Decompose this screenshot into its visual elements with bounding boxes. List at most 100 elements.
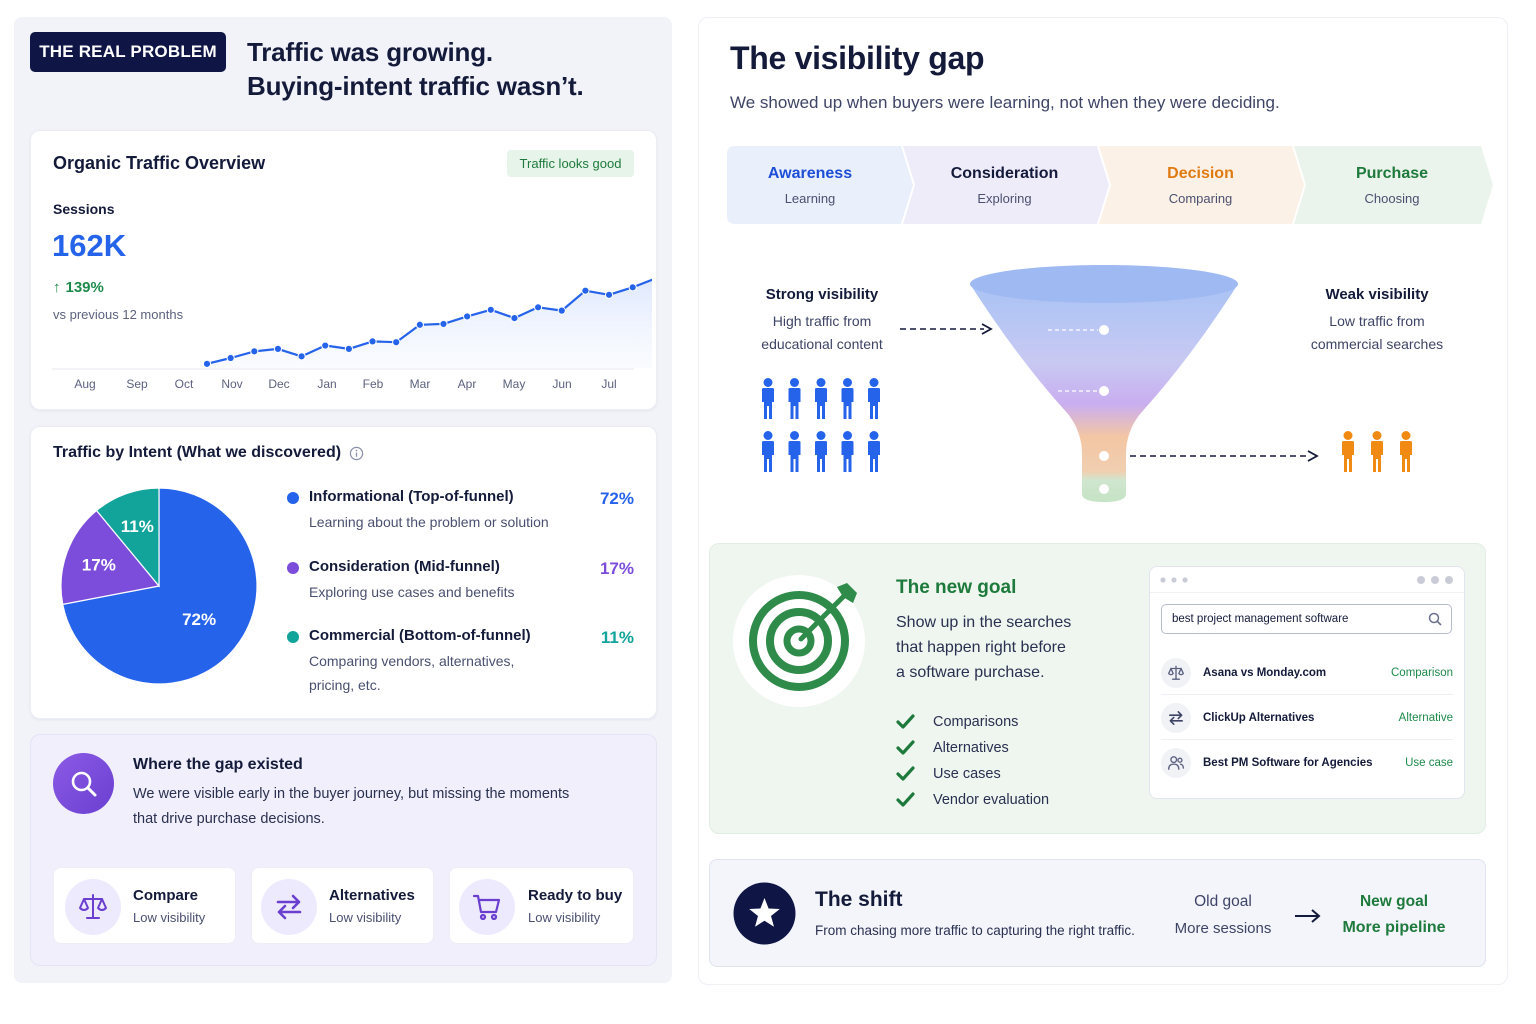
x-tick-label: Aug	[74, 377, 95, 391]
result-title: ClickUp Alternatives	[1203, 711, 1315, 724]
hero-headline-line2: Buying-intent traffic wasn’t.	[247, 71, 584, 101]
weak-visibility-desc1: Low traffic from	[1329, 313, 1425, 329]
weak-visibility: Weak visibility Low traffic from commerc…	[1292, 286, 1462, 356]
legend-percent: 11%	[600, 628, 634, 647]
new-goal-desc-line3: a software purchase.	[896, 664, 1045, 681]
person-icon	[1371, 431, 1383, 472]
search-result-row[interactable]: Best PM Software for Agencies Use case	[1161, 741, 1453, 785]
scale-icon-circle	[65, 879, 121, 935]
new-goal-value: More pipeline	[1342, 919, 1446, 936]
funnel-top	[970, 265, 1238, 303]
gap-item-title: Alternatives	[329, 887, 415, 904]
page-subtitle: We showed up when buyers were learning, …	[730, 93, 1280, 112]
gap-item-ready-to-buy: Ready to buy Low visibility	[449, 867, 634, 944]
gap-title: Where the gap existed	[133, 756, 303, 773]
metric-label: Sessions	[53, 201, 115, 217]
shift-desc: From chasing more traffic to capturing t…	[815, 923, 1135, 938]
checklist-label: Alternatives	[933, 740, 1009, 756]
checklist-item: Alternatives	[896, 740, 1009, 756]
people-icons-weak	[1342, 431, 1412, 472]
dashed-arrow-icon	[900, 323, 993, 335]
search-icon-circle	[53, 753, 114, 814]
data-point	[226, 353, 235, 363]
search-input[interactable]: best project management software	[1161, 604, 1452, 634]
stage-purchase-shape	[1294, 146, 1493, 224]
search-result-row[interactable]: Asana vs Monday.com Comparison	[1161, 651, 1453, 695]
data-point	[250, 347, 259, 356]
pie-data-label: 72%	[182, 610, 216, 629]
data-point	[510, 314, 519, 323]
strong-visibility-desc2: educational content	[761, 336, 883, 352]
funnel-diagram	[970, 265, 1238, 502]
info-icon[interactable]	[349, 446, 364, 461]
pie-slice	[60, 509, 161, 606]
pie-data-label: 17%	[82, 555, 116, 574]
search-result-row[interactable]: ClickUp Alternatives Alternative	[1161, 696, 1453, 740]
search-icon	[71, 771, 96, 796]
legend-desc: Comparing vendors, alternatives,	[309, 653, 515, 669]
person-icon	[868, 378, 880, 419]
data-point	[604, 290, 614, 299]
data-point	[439, 319, 448, 329]
stage-awareness-shape	[727, 146, 913, 224]
x-tick-label: Dec	[268, 377, 289, 391]
target-icon	[733, 575, 865, 707]
person-icon	[762, 431, 774, 472]
pie-slice	[95, 487, 160, 588]
people-icons-strong	[762, 378, 880, 472]
hero-headline-line1: Traffic was growing.	[247, 37, 493, 67]
new-goal-desc-line2: that happen right before	[896, 639, 1066, 656]
checklist-item: Use cases	[896, 766, 1001, 782]
cart-icon-circle	[459, 879, 515, 935]
card-title: Traffic by Intent (What we discovered)	[53, 444, 342, 461]
result-title: Best PM Software for Agencies	[1203, 757, 1373, 769]
person-icon	[815, 431, 827, 472]
funnel-dot	[1099, 386, 1109, 396]
gap-item-title: Ready to buy	[528, 887, 623, 904]
legend-title: Consideration (Mid-funnel)	[309, 558, 500, 575]
arrow-up-icon: ↑	[53, 279, 61, 296]
check-icon	[896, 714, 915, 729]
strong-visibility: Strong visibility High traffic from educ…	[742, 286, 902, 356]
dashed-arrow-icon	[1130, 450, 1319, 462]
data-point	[297, 352, 306, 361]
gap-item-sub: Low visibility	[329, 910, 402, 925]
stage-awareness: Awareness Learning	[727, 146, 893, 224]
legend-dot	[287, 562, 299, 574]
swap-arrows-icon	[276, 894, 302, 920]
old-goal-value: More sessions	[1174, 920, 1272, 937]
data-point	[273, 344, 283, 353]
journey-stages	[727, 146, 1493, 224]
search-icon[interactable]	[1428, 612, 1442, 626]
result-tag: Comparison	[1391, 666, 1453, 679]
x-tick-label: Sep	[126, 377, 148, 391]
status-badge: Traffic looks good	[507, 150, 634, 177]
data-point	[581, 286, 590, 295]
legend-desc: Learning about the problem or solution	[309, 514, 549, 530]
funnel-dot	[1099, 484, 1109, 494]
growth-indicator: ↑ 139%	[53, 279, 104, 296]
data-point	[344, 344, 353, 353]
check-icon	[896, 740, 915, 755]
weak-visibility-title: Weak visibility	[1325, 286, 1429, 303]
search-query: best project management software	[1172, 613, 1349, 625]
comparison-text: vs previous 12 months	[53, 307, 184, 322]
weak-visibility-desc2: commercial searches	[1310, 336, 1444, 352]
gap-item-compare: Compare Low visibility	[53, 867, 236, 944]
gap-item-sub: Low visibility	[133, 910, 206, 925]
stage-sub: Comparing	[1168, 190, 1233, 206]
checklist-item: Comparisons	[896, 714, 1018, 730]
data-point	[202, 359, 212, 368]
stage-purchase: Purchase Choosing	[1300, 146, 1484, 224]
window-titlebar	[1150, 567, 1464, 593]
x-tick-label: Oct	[175, 377, 194, 391]
funnel-dot	[1099, 451, 1109, 461]
stage-decision: Decision Comparing	[1108, 146, 1293, 224]
checklist-label: Use cases	[933, 766, 1001, 782]
swap-icon-circle	[261, 879, 317, 935]
check-icon	[896, 766, 915, 781]
data-point	[415, 320, 424, 329]
result-tag: Use case	[1405, 757, 1453, 769]
legend-desc: Exploring use cases and benefits	[309, 584, 515, 600]
metric-value: 162K	[52, 228, 127, 263]
